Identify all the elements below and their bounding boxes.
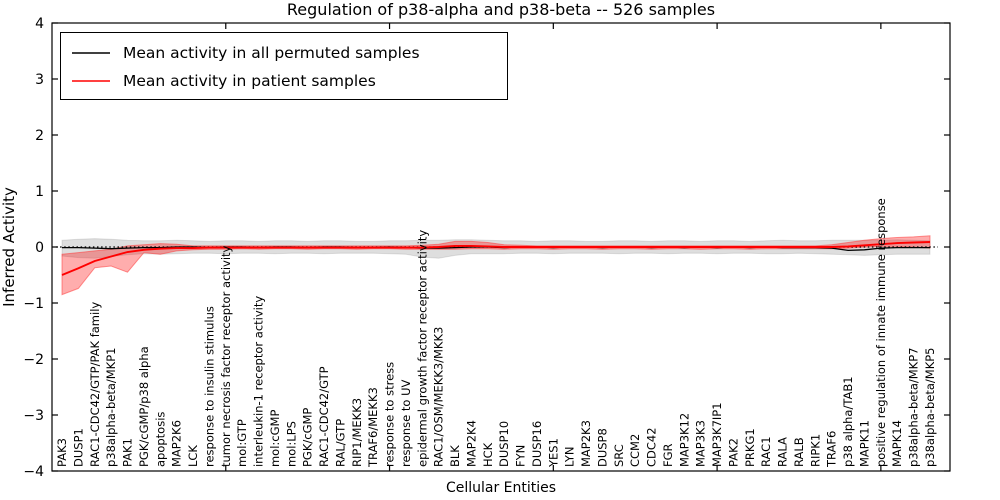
x-category-label: p38alpha-beta/MKP1 (104, 348, 118, 467)
x-category-label: CCM2 (628, 434, 642, 467)
x-category-label: FYN (514, 445, 528, 467)
x-category-label: tumor necrosis factor receptor activity (219, 245, 233, 467)
x-category-label: RAL/GTP (333, 419, 347, 467)
x-category-label: MAPK14 (890, 420, 904, 467)
x-category-label: mol:LPS (284, 421, 298, 467)
y-tick-label: 1 (35, 184, 44, 200)
chart-title: Regulation of p38-alpha and p38-beta -- … (287, 0, 715, 19)
x-category-label: RIPK1 (808, 434, 822, 467)
legend-box (60, 32, 508, 100)
x-category-label: RALB (792, 437, 806, 467)
legend-label-patient: Mean activity in patient samples (123, 72, 376, 90)
x-category-label: LYN (563, 446, 577, 467)
x-category-label: DUSP10 (497, 421, 511, 467)
x-category-label: PRKG1 (743, 428, 757, 467)
x-category-label: RIP1/MEKK3 (350, 398, 364, 467)
x-category-label: PGK/cGMP/p38 alpha (137, 346, 151, 467)
x-category-label: response to stress (383, 362, 397, 467)
x-category-label: TRAF6 (825, 431, 839, 468)
y-tick-label: −3 (23, 408, 44, 424)
confidence-bands (61, 235, 931, 296)
x-category-label: p38 alpha/TAB1 (841, 376, 855, 467)
y-tick-label: 3 (35, 72, 44, 88)
x-category-label: TRAF6/MEKK3 (366, 387, 380, 468)
x-category-label: epidermal growth factor receptor activit… (415, 230, 429, 467)
x-category-label: YES1 (546, 438, 560, 468)
x-category-label: LCK (186, 445, 200, 467)
x-axis-label: Cellular Entities (446, 480, 556, 496)
x-category-label: p38alpha-beta/MKP5 (923, 348, 937, 467)
x-category-label: apoptosis (153, 412, 167, 467)
x-category-label: RAC1 (759, 436, 773, 467)
x-category-label: SRC (612, 444, 626, 467)
x-category-label: RAC1/OSM/MEKK3/MKK3 (432, 327, 446, 467)
x-category-label: response to insulin stimulus (202, 306, 216, 467)
y-tick-label: 2 (35, 128, 44, 144)
x-category-label: PAK2 (726, 438, 740, 467)
y-tick-label: −1 (23, 296, 44, 312)
legend-label-permuted: Mean activity in all permuted samples (123, 44, 420, 62)
y-tick-label: 4 (35, 16, 44, 32)
x-category-label: mol:cGMP (268, 410, 282, 467)
x-category-label: response to UV (399, 379, 413, 467)
patient-mean-line (61, 241, 931, 276)
x-category-label: MAP3K3 (694, 420, 708, 467)
x-category-label: RALA (776, 437, 790, 467)
x-category-label: BLK (448, 445, 462, 467)
x-category-label: DUSP8 (595, 428, 609, 467)
y-axis-label: Inferred Activity (0, 187, 18, 307)
y-axis-ticks: 4 3 2 1 0 −1 −2 −3 −4 (23, 16, 950, 480)
y-tick-label: 0 (35, 240, 44, 256)
x-category-label: interleukin-1 receptor activity (252, 296, 266, 467)
x-category-label: HCK (481, 442, 495, 467)
x-category-label: PAK3 (55, 438, 69, 467)
x-category-label: MAP2K3 (579, 420, 593, 467)
x-category-label: FGR (661, 443, 675, 467)
series-lines (61, 241, 931, 276)
x-category-label: mol:GTP (235, 419, 249, 467)
x-category-label: RAC1-CDC42/GTP/PAK family (88, 302, 102, 467)
x-category-label: MAP3K7IP1 (710, 402, 724, 467)
legend: Mean activity in all permuted samples Me… (60, 32, 508, 100)
x-category-label: p38alpha-beta/MKP7 (907, 348, 921, 467)
x-category-label: MAPK11 (857, 420, 871, 467)
x-category-label: MAP2K4 (464, 420, 478, 467)
permuted-band (61, 238, 931, 259)
x-category-label: RAC1-CDC42/GTP (317, 366, 331, 467)
x-category-label: MAP2K6 (170, 420, 184, 467)
x-category-label: MAP3K12 (677, 413, 691, 467)
x-category-label: PAK1 (121, 438, 135, 467)
x-category-label: DUSP16 (530, 421, 544, 467)
x-category-label: CDC42 (645, 427, 659, 467)
x-category-label: DUSP1 (71, 428, 85, 467)
y-tick-label: −2 (23, 352, 44, 368)
x-category-labels: PAK3 DUSP1 RAC1-CDC42/GTP/PAK family p38alp… (55, 198, 937, 468)
y-tick-label: −4 (23, 464, 44, 480)
x-axis-ticks (225, 23, 882, 471)
x-category-label: PGK/cGMP (301, 408, 315, 467)
x-category-label: positive regulation of innate immune res… (874, 198, 888, 467)
